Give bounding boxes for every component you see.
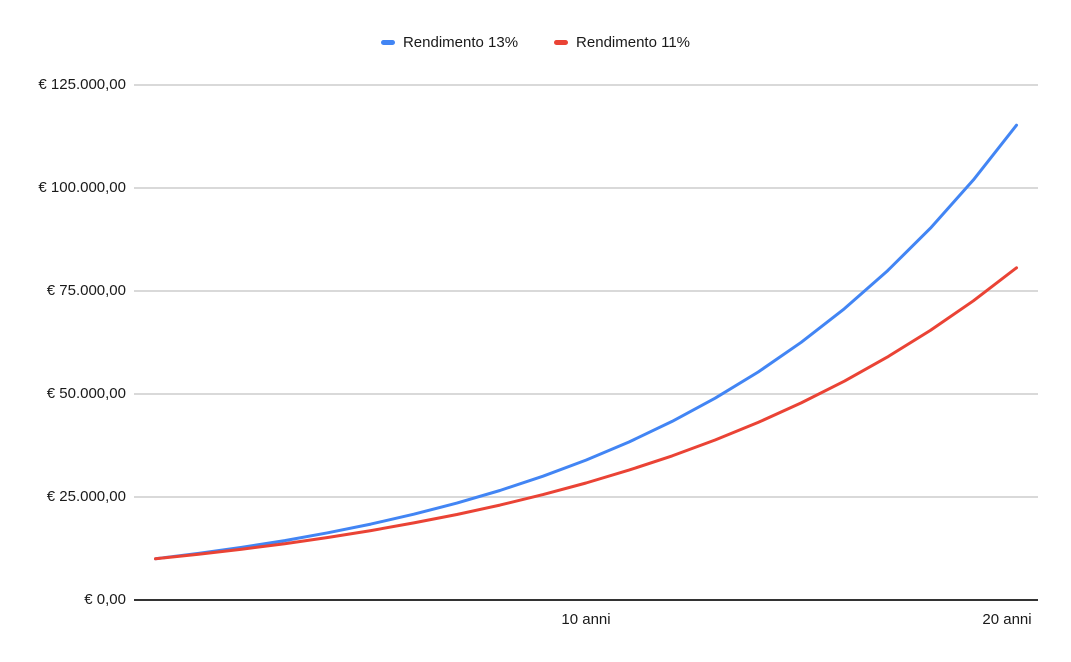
y-axis-tick-label: € 50.000,00 (46, 385, 126, 402)
y-axis-tick-label: € 100.000,00 (38, 179, 126, 196)
legend-item-rendimento-13[interactable]: Rendimento 13% (380, 33, 519, 51)
legend-label-rendimento-13: Rendimento 13% (402, 33, 519, 51)
y-axis-tick-label: € 75.000,00 (46, 282, 126, 299)
y-axis-tick-label: € 0,00 (84, 591, 126, 608)
legend-swatch-red-icon (554, 39, 569, 45)
legend: Rendimento 13% Rendimento 11% (0, 32, 1071, 52)
series-line-rendimento-13-[interactable] (154, 123, 1018, 561)
legend-swatch-blue-icon (380, 39, 395, 45)
x-axis-tick-label: 20 anni (982, 611, 1032, 628)
x-axis-tick-label: 10 anni (561, 611, 611, 628)
legend-label-rendimento-11: Rendimento 11% (576, 33, 691, 51)
legend-item-rendimento-11[interactable]: Rendimento 11% (554, 34, 690, 51)
y-axis-tick-label: € 125.000,00 (38, 76, 126, 93)
y-axis-tick-label: € 25.000,00 (46, 488, 126, 505)
series-line-rendimento-11-[interactable] (154, 266, 1018, 561)
